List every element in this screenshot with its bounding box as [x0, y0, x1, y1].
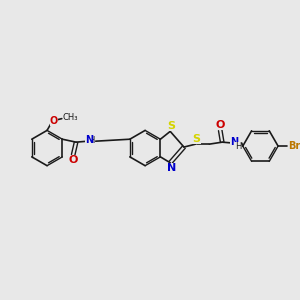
Text: H: H — [235, 142, 241, 151]
Text: N: N — [167, 163, 176, 173]
Text: Br: Br — [289, 141, 300, 151]
Text: CH₃: CH₃ — [63, 113, 78, 122]
Text: N: N — [85, 135, 93, 145]
Text: H: H — [88, 136, 95, 145]
Text: N: N — [230, 137, 238, 147]
Text: S: S — [193, 134, 201, 144]
Text: S: S — [167, 122, 175, 131]
Text: O: O — [215, 121, 225, 130]
Text: O: O — [68, 155, 78, 165]
Text: O: O — [50, 116, 58, 126]
